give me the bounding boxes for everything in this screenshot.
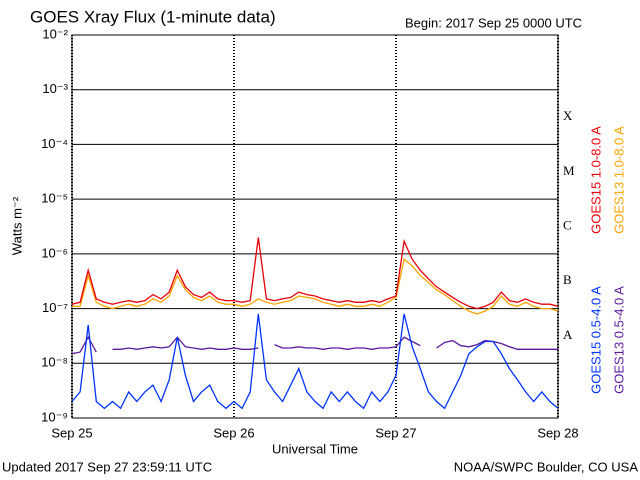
x-tick-label: Sep 26	[213, 425, 254, 440]
flare-class-label: A	[563, 327, 573, 342]
series-line	[72, 313, 558, 410]
series-line	[72, 258, 558, 315]
legend-entry: GOES15 0.5-4.0 A	[588, 286, 603, 394]
x-tick-label: Sep 27	[375, 425, 416, 440]
x-tick-label: Sep 28	[537, 425, 578, 440]
flare-class-label: C	[563, 217, 572, 232]
plot-area	[72, 237, 558, 410]
series-line	[72, 237, 558, 310]
y-tick-label: 10⁻⁹	[41, 409, 68, 424]
y-tick-label: 10⁻⁵	[41, 191, 68, 206]
legend-entry: GOES15 1.0-8.0 A	[588, 126, 603, 234]
footer-left: Updated 2017 Sep 27 23:59:11 UTC	[2, 459, 212, 474]
x-axis-label: Universal Time	[272, 441, 358, 456]
plot-frame	[71, 34, 559, 419]
chart-title: GOES Xray Flux (1-minute data)	[30, 7, 276, 26]
series-line	[72, 335, 558, 355]
footer-right: NOAA/SWPC Boulder, CO USA	[454, 459, 639, 474]
y-tick-label: 10⁻⁴	[41, 136, 68, 151]
legend-entry: GOES13 0.5-4.0 A	[611, 286, 626, 394]
y-tick-label: 10⁻³	[42, 81, 68, 96]
y-tick-label: 10⁻²	[42, 26, 68, 41]
flare-class-label: M	[563, 163, 575, 178]
x-tick-label: Sep 25	[51, 425, 92, 440]
y-axis-label: Watts m⁻²	[9, 196, 24, 255]
chart-subtitle: Begin: 2017 Sep 25 0000 UTC	[405, 15, 582, 30]
flare-class-label: X	[563, 108, 573, 123]
y-tick-label: 10⁻⁶	[41, 245, 68, 260]
y-tick-label: 10⁻⁷	[42, 300, 68, 315]
legend-entry: GOES13 1.0-8.0 A	[611, 126, 626, 234]
flare-class-label: B	[563, 272, 572, 287]
y-tick-label: 10⁻⁸	[41, 355, 68, 370]
